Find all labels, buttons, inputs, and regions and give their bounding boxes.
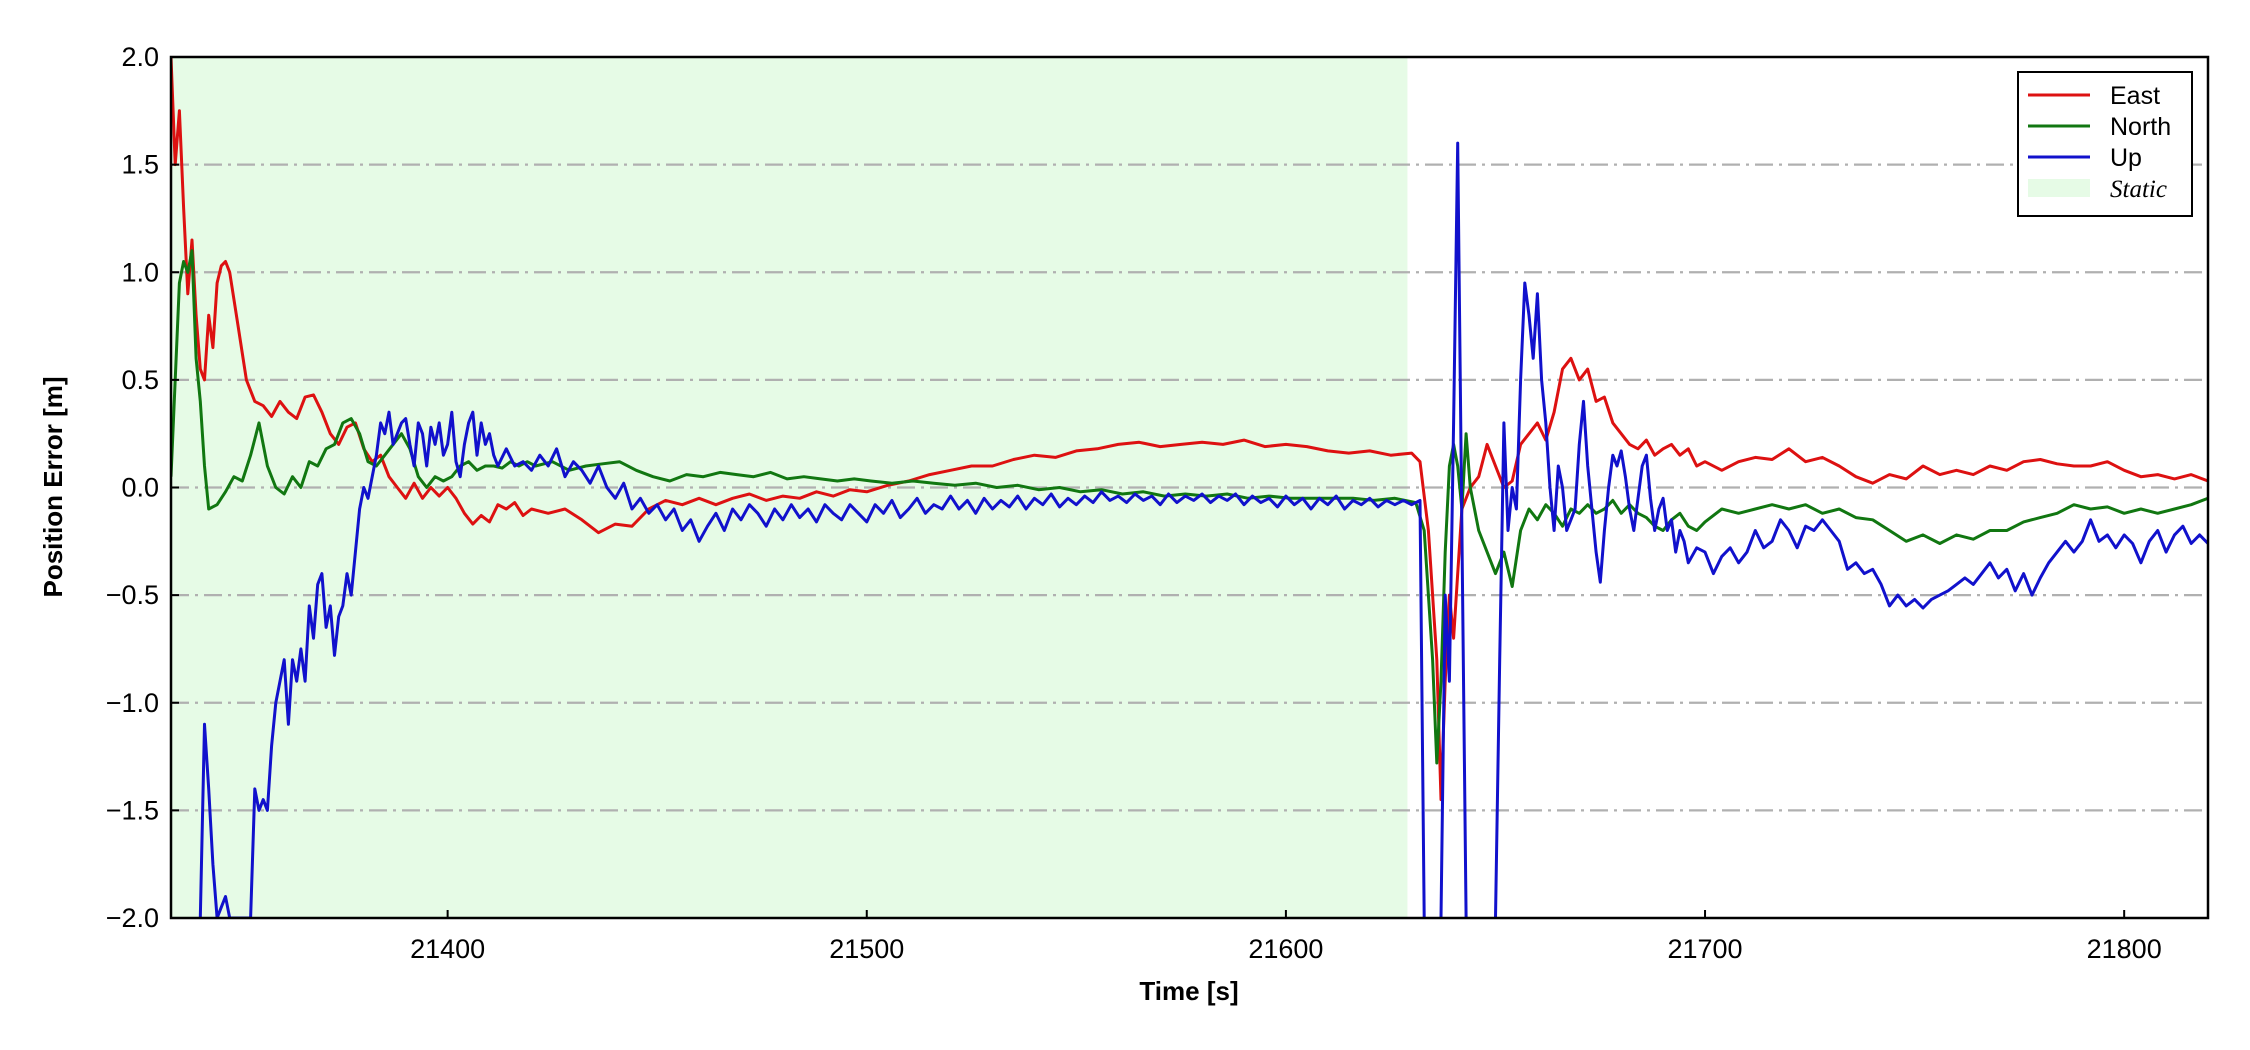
x-tick-label: 21400 (410, 934, 485, 964)
y-axis: 2.0 1.5 1.0 0.5 0.0 −0.5 −1.0 −1.5 −2.0 (106, 42, 179, 933)
y-tick-label: 1.5 (121, 150, 159, 180)
y-tick-label: −1.5 (106, 795, 159, 825)
y-tick-label: 0.0 (121, 473, 159, 503)
y-tick-label: 1.0 (121, 257, 159, 287)
series-line-up (1439, 141, 1468, 918)
legend-label-east: East (2110, 82, 2160, 110)
legend-label-static: Static (2110, 176, 2167, 203)
legend: East North Up Static (2017, 71, 2193, 217)
legend-label-up: Up (2110, 144, 2142, 172)
gridlines (171, 163, 2208, 812)
x-tick-label: 21800 (2087, 934, 2162, 964)
x-tick-label: 21700 (1667, 934, 1742, 964)
y-tick-label: −1.0 (106, 688, 159, 718)
y-tick-label: 0.5 (121, 365, 159, 395)
y-tick-label: −0.5 (106, 580, 159, 610)
series-line-up (198, 410, 1426, 918)
x-axis: 21400 21500 21600 21700 21800 (410, 910, 2162, 964)
series-line-east (171, 57, 2208, 802)
y-tick-label: −2.0 (106, 903, 159, 933)
series-line-north (171, 249, 2208, 765)
x-tick-label: 21500 (829, 934, 904, 964)
legend-label-north: North (2110, 113, 2171, 141)
legend-swatch-static (2028, 179, 2090, 197)
x-axis-title: Time [s] (1139, 976, 1238, 1006)
x-tick-label: 21600 (1248, 934, 1323, 964)
y-tick-label: 2.0 (121, 42, 159, 72)
y-axis-title: Position Error [m] (38, 376, 68, 597)
series-line-up (1494, 281, 2208, 918)
series-lines (171, 57, 2208, 918)
